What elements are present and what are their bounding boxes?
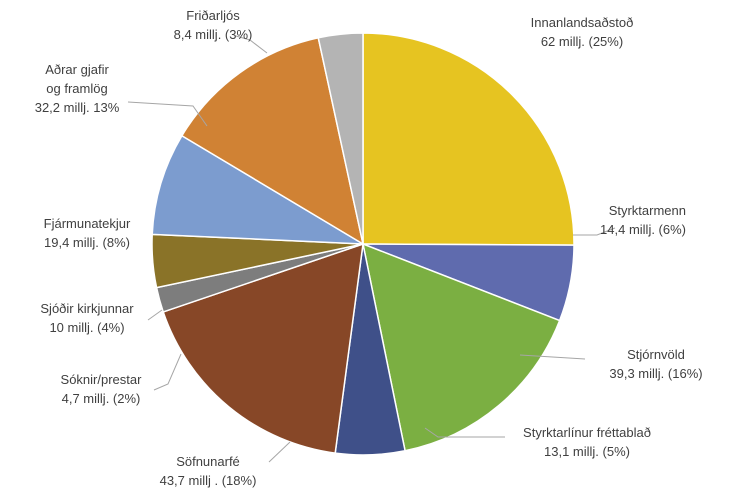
slice-label-line: 10 millj. (4%) [49, 320, 124, 335]
slice-label-7: Sjóðir kirkjunnar 10 millj. (4%) [40, 301, 134, 335]
pie-slice-9 [180, 36, 365, 246]
slice-label-line: 39,3 millj. (16%) [609, 366, 702, 381]
slice-label-3: Stjórnvöld 39,3 millj. (16%) [609, 347, 702, 381]
slice-label-line: 43,7 millj . (18%) [160, 473, 257, 488]
leader-line-10 [235, 35, 268, 54]
slice-label-line: Aðrar gjafir [45, 62, 109, 77]
slice-label-6: Sóknir/prestar 4,7 millj. (2%) [61, 372, 143, 406]
leader-line-9 [127, 101, 208, 127]
slice-labels: Innanlandsaðstoð 62 millj. (25%) Styrktarm… [35, 8, 703, 488]
slice-label-1: Innanlandsaðstoð 62 millj. (25%) [531, 15, 634, 49]
slice-label-9: Aðrar gjafir og framlög 32,2 millj. 13% [35, 62, 120, 115]
slice-label-8: Fjármunatekjur 19,4 millj. (8%) [44, 216, 131, 250]
leader-line-4 [424, 427, 505, 438]
leader-line-2 [573, 227, 616, 236]
slice-label-line: 62 millj. (25%) [541, 34, 623, 49]
pie-slice-10 [317, 32, 364, 245]
slice-label-line: 14,4 millj. (6%) [600, 222, 686, 237]
slice-label-line: 32,2 millj. 13% [35, 100, 120, 115]
slice-label-4: Styrktarlínur fréttablað 13,1 millj. (5%) [523, 425, 651, 459]
slice-label-line: Styrktarlínur fréttablað [523, 425, 651, 440]
slice-label-line: Sjóðir kirkjunnar [40, 301, 134, 316]
slice-label-line: 13,1 millj. (5%) [544, 444, 630, 459]
slice-label-line: Friðarljós [186, 8, 240, 23]
slice-label-line: 4,7 millj. (2%) [62, 391, 141, 406]
pie-slice-5 [162, 242, 364, 455]
slice-label-line: 19,4 millj. (8%) [44, 235, 130, 250]
slice-label-5: Söfnunarfé 43,7 millj . (18%) [160, 454, 257, 488]
leader-line-5 [268, 441, 291, 463]
pie-slice-8 [151, 134, 364, 245]
pie-slices [151, 32, 575, 456]
slice-label-line: Söfnunarfé [176, 454, 240, 469]
slice-label-line: Fjármunatekjur [44, 216, 131, 231]
slice-label-line: Stjórnvöld [627, 347, 685, 362]
slice-label-line: Styrktarmenn [609, 203, 686, 218]
slice-label-2: Styrktarmenn 14,4 millj. (6%) [600, 203, 686, 237]
leader-line-7 [147, 309, 163, 321]
leader-line-6 [153, 353, 182, 391]
leader-line-3 [519, 354, 586, 360]
leader-lines [127, 35, 616, 463]
slice-label-10: Friðarljós 8,4 millj. (3%) [174, 8, 253, 42]
pie-slice-1 [362, 32, 575, 246]
slice-label-line: Sóknir/prestar [61, 372, 143, 387]
slice-label-line: Innanlandsaðstoð [531, 15, 634, 30]
slice-label-line: 8,4 millj. (3%) [174, 27, 253, 42]
pie-slice-3 [361, 242, 561, 452]
slice-label-line: og framlög [46, 81, 107, 96]
